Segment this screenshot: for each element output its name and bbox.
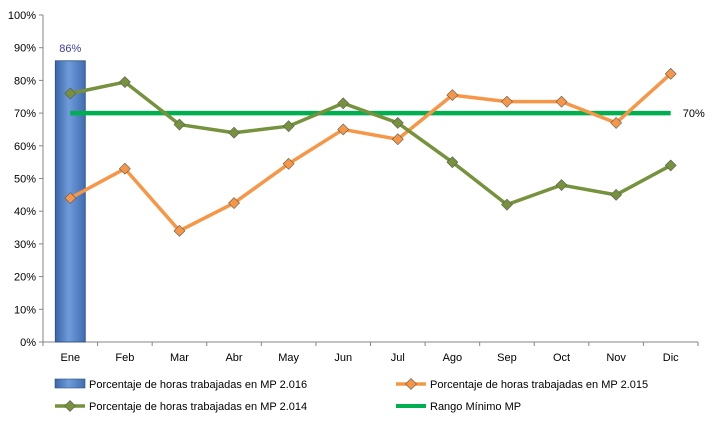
series-line — [69, 80, 672, 207]
bar-data-label: 86% — [59, 43, 81, 55]
line-series-2 — [64, 76, 677, 211]
data-point — [118, 76, 131, 88]
data-point — [555, 179, 568, 191]
y-tick-label: 20% — [14, 272, 36, 284]
x-tick-label: Mar — [170, 352, 189, 364]
data-point — [282, 120, 295, 133]
y-tick-label: 100% — [8, 10, 36, 22]
x-tick-label: Dic — [663, 352, 679, 364]
data-point — [501, 95, 513, 108]
x-axis: Ene Feb Mar Abr May Jun Jul Ago Sep Oct Nov Dic — [42, 341, 699, 364]
x-tick-label: Oct — [553, 352, 570, 364]
x-tick-label: Ene — [61, 352, 81, 364]
data-point — [64, 192, 77, 205]
data-point — [610, 188, 623, 201]
y-tick-label: 30% — [14, 239, 36, 251]
line-series-1 — [64, 67, 677, 237]
legend-item-3: Porcentaje de horas trabajadas en MP 2.0… — [55, 400, 307, 413]
data-point — [555, 95, 568, 108]
legend-marker — [64, 400, 76, 412]
legend-marker — [405, 378, 417, 390]
data-point — [173, 224, 186, 237]
data-point — [64, 87, 77, 100]
data-point — [664, 159, 677, 172]
x-tick-label: Ago — [443, 352, 463, 364]
legend: Porcentaje de horas trabajadas en MP 2.0… — [54, 378, 648, 413]
data-point — [664, 67, 677, 80]
line-series — [64, 67, 677, 237]
data-point — [446, 89, 459, 102]
y-tick-label: 60% — [14, 141, 36, 153]
x-tick-label: May — [278, 352, 299, 364]
y-tick-label: 90% — [14, 43, 36, 55]
data-point — [228, 197, 240, 209]
y-tick-label: 50% — [14, 174, 36, 186]
data-point — [282, 157, 295, 170]
legend-label: Porcentaje de horas trabajadas en MP 2.0… — [89, 401, 307, 413]
x-tick-label: Jul — [391, 352, 405, 364]
data-point — [391, 133, 404, 146]
series-line — [69, 72, 672, 233]
y-tick-label: 10% — [14, 304, 36, 316]
data-point — [173, 118, 186, 131]
data-point — [501, 198, 513, 211]
legend-item-1: Porcentaje de horas trabajadas en MP 2.0… — [54, 378, 307, 391]
y-tick-label: 80% — [14, 75, 36, 87]
reference-line-label: 70% — [683, 108, 705, 120]
y-tick-label: 0% — [20, 337, 36, 349]
legend-swatch — [54, 378, 86, 389]
x-tick-label: Nov — [606, 352, 626, 364]
y-tick-label: 70% — [14, 108, 36, 120]
legend-label: Porcentaje de horas trabajadas en MP 2.0… — [430, 379, 648, 391]
legend-item-4: Rango Mínimo MP — [396, 401, 521, 413]
y-tick-label: 40% — [14, 206, 36, 218]
y-axis: 0% 10% 20% 30% 40% 50% 60% 70% 80% 90% 100% — [8, 10, 44, 349]
data-point — [228, 126, 240, 139]
data-point — [446, 156, 459, 169]
x-tick-label: Feb — [115, 352, 134, 364]
x-tick-label: Jun — [334, 352, 352, 364]
data-point — [118, 162, 131, 175]
x-tick-label: Sep — [497, 352, 517, 364]
data-point — [391, 116, 404, 129]
legend-label: Porcentaje de horas trabajadas en MP 2.0… — [89, 379, 307, 391]
x-tick-label: Abr — [225, 352, 242, 364]
data-point — [337, 123, 350, 136]
legend-item-2: Porcentaje de horas trabajadas en MP 2.0… — [396, 378, 648, 391]
legend-label: Rango Mínimo MP — [430, 401, 521, 413]
data-point — [610, 116, 623, 129]
data-point — [337, 97, 350, 110]
